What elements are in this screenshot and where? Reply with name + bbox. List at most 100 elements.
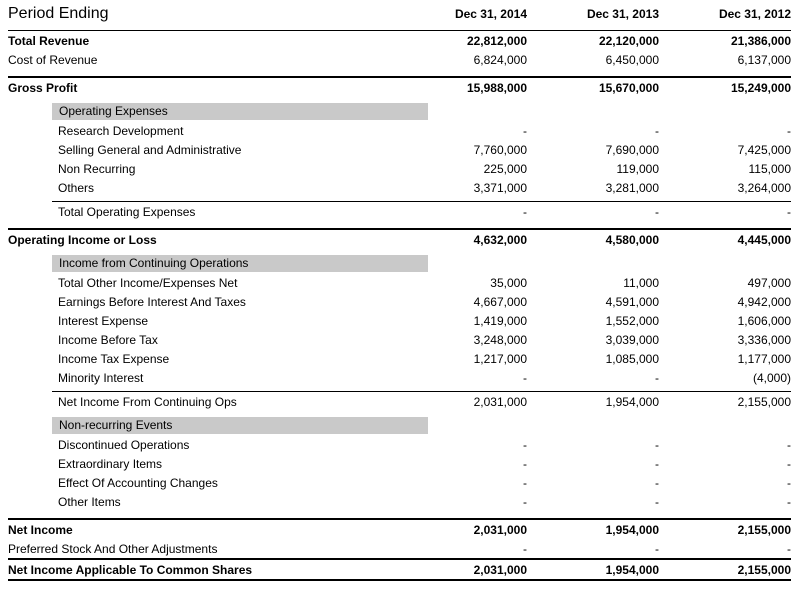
row-value: 2,155,000 [737,522,791,537]
row-value: - [787,541,791,556]
section-title: Operating Expenses [59,104,168,118]
row-others: Others 3,371,000 3,281,000 3,264,000 [0,178,799,197]
row-value: 4,580,000 [605,232,659,247]
row-value: - [787,475,791,490]
column-header-dec-31-2012: Dec 31, 2012 [718,7,791,21]
row-value: 1,217,000 [473,351,527,366]
row-value: - [523,123,527,138]
row-value: 22,120,000 [598,33,659,48]
row-label: Interest Expense [58,313,149,328]
row-value: - [523,475,527,490]
row-value: - [523,456,527,471]
header-row: Period Ending Dec 31, 2014 Dec 31, 2013 … [0,5,799,30]
row-label: Discontinued Operations [58,437,190,452]
row-preferred-stock: Preferred Stock And Other Adjustments - … [0,539,799,558]
header-divider [8,30,791,31]
row-value: 21,386,000 [730,33,791,48]
row-value: - [787,123,791,138]
row-accounting-changes: Effect Of Accounting Changes - - - [0,473,799,492]
row-value: 2,031,000 [473,394,527,409]
row-income-tax-expense: Income Tax Expense 1,217,000 1,085,000 1… [0,349,799,368]
row-label: Extraordinary Items [58,456,163,471]
row-value: 6,137,000 [737,52,791,67]
row-value: 497,000 [747,275,791,290]
row-value: - [655,437,659,452]
row-value: 4,942,000 [737,294,791,309]
row-net-income: Net Income 2,031,000 1,954,000 2,155,000 [0,520,799,539]
row-value: 3,281,000 [605,180,659,195]
row-value: 115,000 [748,161,792,176]
row-label: Total Other Income/Expenses Net [58,275,238,290]
subtotal-divider [52,201,791,202]
row-value: 1,954,000 [605,562,659,577]
row-value: 225,000 [483,161,527,176]
row-value: 7,425,000 [737,142,791,157]
row-total-revenue: Total Revenue 22,812,000 22,120,000 21,3… [0,31,799,50]
row-discontinued-operations: Discontinued Operations - - - [0,435,799,454]
section-operating-expenses: Operating Expenses [0,103,799,120]
row-value: 2,155,000 [737,562,791,577]
row-label: Earnings Before Interest And Taxes [58,294,246,309]
row-value: 15,988,000 [466,80,527,95]
row-label: Total Operating Expenses [58,204,196,219]
row-value: 15,670,000 [598,80,659,95]
row-value: 1,606,000 [737,313,791,328]
section-continuing-operations: Income from Continuing Operations [0,255,799,272]
row-value: - [655,475,659,490]
row-value: 15,249,000 [730,80,791,95]
row-value: 1,085,000 [605,351,659,366]
row-value: 1,177,000 [737,351,791,366]
section-header-bar: Non-recurring Events [52,417,428,434]
row-cost-of-revenue: Cost of Revenue 6,824,000 6,450,000 6,13… [0,50,799,69]
row-label: Income Tax Expense [58,351,170,366]
row-value: 4,591,000 [605,294,659,309]
row-value: - [523,370,527,385]
row-value: - [655,123,659,138]
period-ending-label: Period Ending [8,5,109,22]
row-net-income-continuing-ops: Net Income From Continuing Ops 2,031,000… [0,392,799,411]
section-non-recurring-events: Non-recurring Events [0,417,799,434]
row-value: - [523,204,527,219]
row-value: - [523,437,527,452]
row-value: 3,039,000 [605,332,659,347]
bottom-divider [8,579,791,581]
row-value: - [787,437,791,452]
row-label: Other Items [58,494,121,509]
row-total-operating-expenses: Total Operating Expenses - - - [0,202,799,221]
row-value: 6,824,000 [473,52,527,67]
row-value: - [655,370,659,385]
row-label: Net Income Applicable To Common Shares [8,562,253,577]
section-title: Income from Continuing Operations [59,256,249,270]
row-value: 7,690,000 [605,142,659,157]
row-value: - [523,541,527,556]
row-other-items: Other Items - - - [0,492,799,511]
row-value: 4,632,000 [473,232,527,247]
row-label: Research Development [58,123,184,138]
row-label: Operating Income or Loss [8,232,157,247]
row-label: Effect Of Accounting Changes [58,475,218,490]
row-non-recurring: Non Recurring 225,000 119,000 115,000 [0,159,799,178]
row-value: (4,000) [752,370,791,385]
total-divider [8,228,791,230]
row-selling-general-admin: Selling General and Administrative 7,760… [0,140,799,159]
row-label: Income Before Tax [58,332,158,347]
section-header-bar: Operating Expenses [52,103,428,120]
row-value: 6,450,000 [605,52,659,67]
row-extraordinary-items: Extraordinary Items - - - [0,454,799,473]
total-divider [8,76,791,78]
section-title: Non-recurring Events [59,418,173,432]
column-header-dec-31-2013: Dec 31, 2013 [586,7,659,21]
row-value: 4,445,000 [737,232,791,247]
row-value: 2,031,000 [473,522,527,537]
row-value: - [655,204,659,219]
row-net-income-common-shares: Net Income Applicable To Common Shares 2… [0,560,799,579]
row-label: Preferred Stock And Other Adjustments [8,541,218,556]
subtotal-divider [52,391,791,392]
row-value: 3,264,000 [737,180,791,195]
row-label: Gross Profit [8,80,78,95]
row-label: Non Recurring [58,161,136,176]
row-value: 4,667,000 [473,294,527,309]
row-label: Cost of Revenue [8,52,98,67]
row-value: 11,000 [623,275,659,290]
row-minority-interest: Minority Interest - - (4,000) [0,368,799,387]
